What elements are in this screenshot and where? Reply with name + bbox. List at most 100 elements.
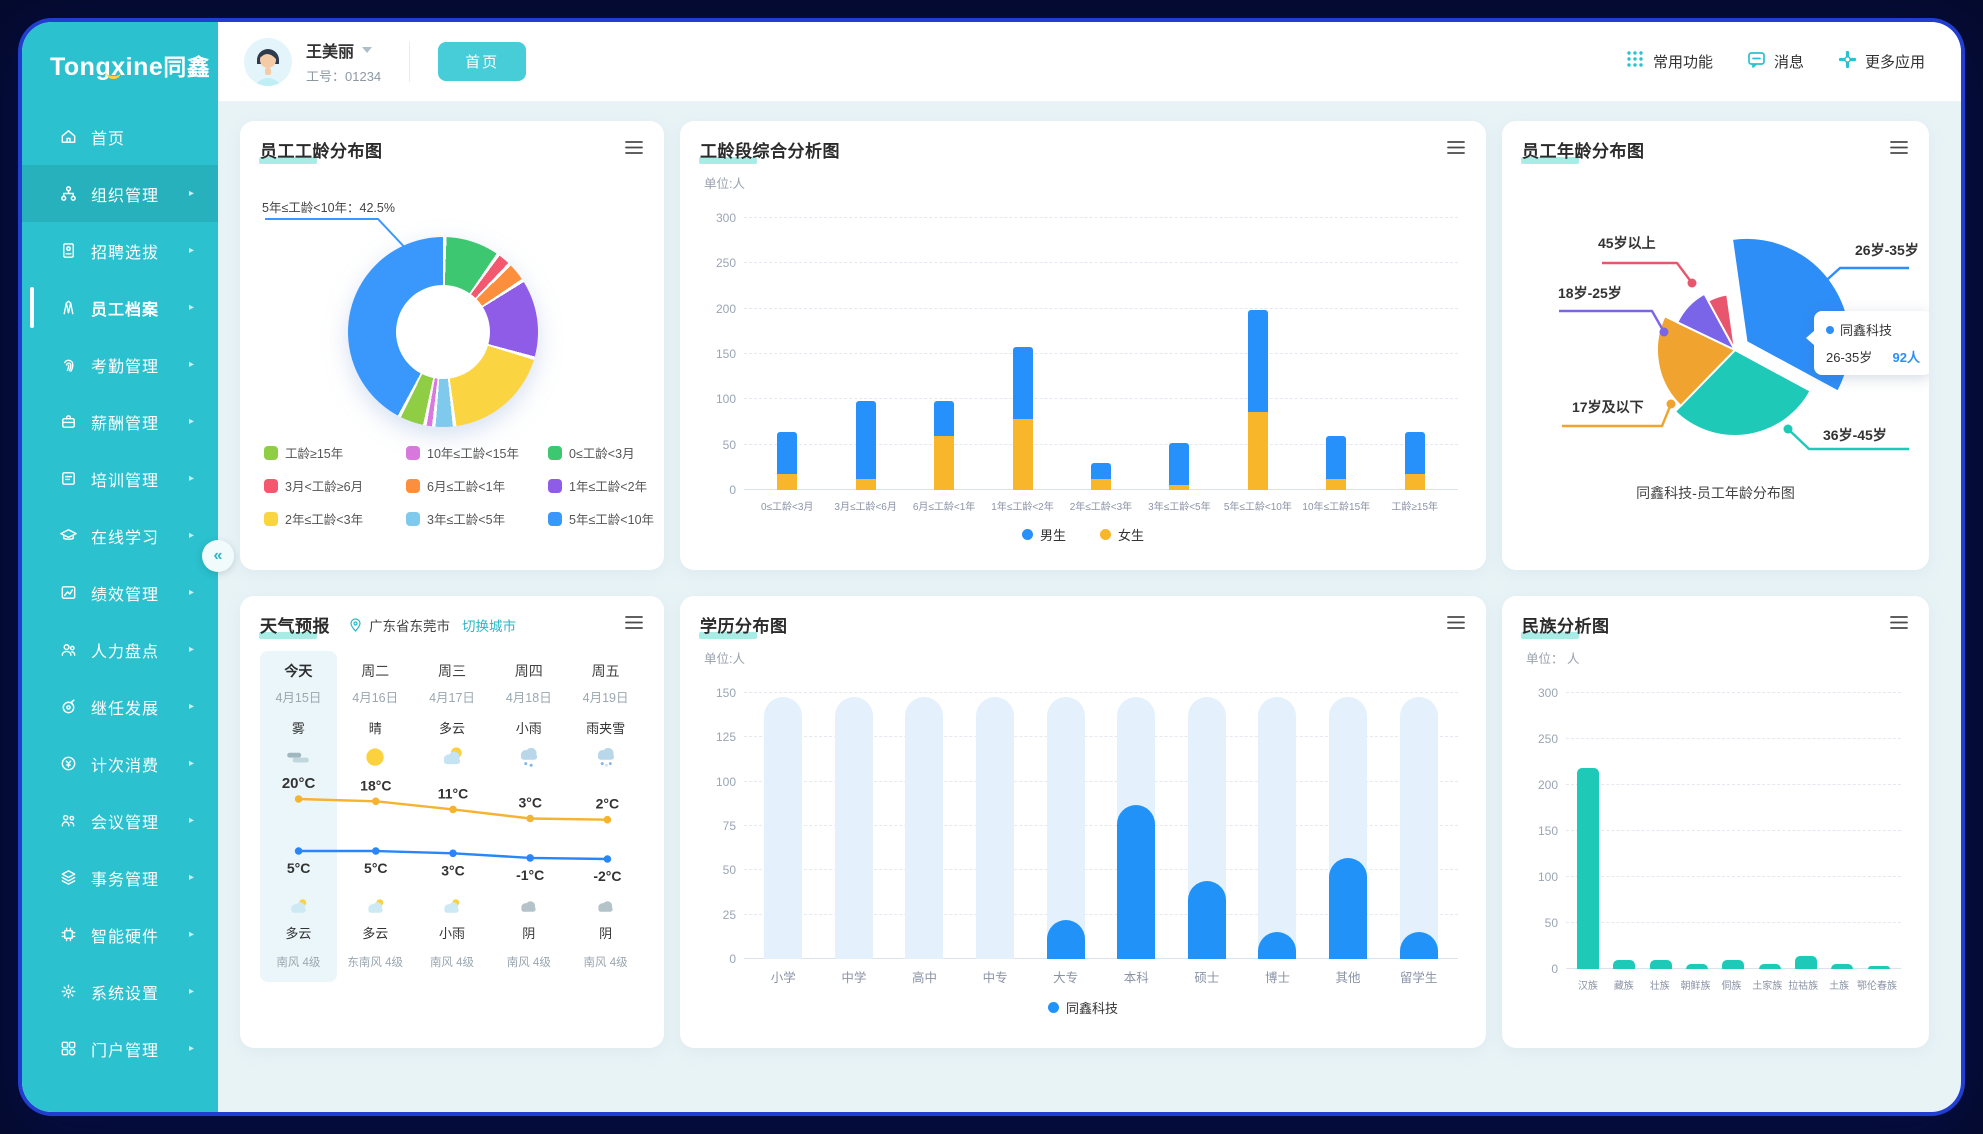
sidebar-item-portal[interactable]: 门户管理 ▸ [22, 1020, 218, 1077]
weather-date: 4月19日 [582, 691, 629, 705]
legend-item[interactable]: 2年≤工龄<3年 [264, 509, 406, 528]
legend-item[interactable]: 女生 [1100, 525, 1144, 544]
legend-item[interactable]: 男生 [1021, 525, 1066, 544]
sidebar-item-settings[interactable]: 系统设置 ▸ [22, 963, 218, 1020]
content-area: 王美丽 工号：01234 首页 常用功能 消息 更多应用 员工工龄分布图 [218, 22, 1961, 1112]
tab-home[interactable]: 首页 [438, 42, 527, 81]
card-menu-icon[interactable] [1446, 612, 1466, 638]
y-axis-tick: 150 [715, 686, 736, 700]
bar-column [1861, 693, 1897, 969]
sidebar-item-label: 在线学习 [91, 529, 160, 547]
header-actions: 常用功能 消息 更多应用 [1626, 50, 1925, 73]
bar-column [826, 218, 904, 490]
header-action-label: 消息 [1773, 54, 1804, 71]
x-axis-label: 6月≤工龄<1年 [912, 502, 976, 513]
weather-row [260, 739, 644, 773]
legend-item[interactable]: 5年≤工龄<10年 [548, 509, 654, 528]
sidebar-item-org[interactable]: 组织管理 ▸ [22, 165, 218, 222]
sidebar-collapse-button[interactable]: « [202, 540, 234, 572]
x-axis-label: 土族 [1829, 981, 1850, 992]
sidebar-item-affairs[interactable]: 事务管理 ▸ [22, 849, 218, 906]
sidebar-item-recruit[interactable]: 招聘选拔 ▸ [22, 222, 218, 279]
logo-cn-text: 同鑫 [163, 54, 211, 80]
bar-column [1824, 693, 1860, 969]
weather-night-condition: 多云 [285, 926, 312, 941]
x-axis-label: 高中 [911, 971, 937, 985]
sidebar-item-hardware[interactable]: 智能硬件 ▸ [22, 906, 218, 963]
light-rain-icon [490, 739, 567, 773]
card-menu-icon[interactable] [1889, 612, 1909, 638]
weather-row: 今天 周二 周三 周四 周五 [260, 651, 644, 683]
sidebar-item-performance[interactable]: 绩效管理 ▸ [22, 564, 218, 621]
high-temp-label: 11°C [438, 785, 469, 801]
legend-item[interactable]: 6月≤工龄<1年 [406, 476, 548, 495]
sidebar-item-home[interactable]: 首页 [22, 108, 218, 165]
weather-day: 周五 [591, 663, 620, 679]
header-action-plus[interactable]: 更多应用 [1838, 50, 1925, 73]
sidebar-item-hr-inventory[interactable]: 人力盘点 ▸ [22, 621, 218, 678]
bar-column [905, 218, 983, 490]
card-menu-icon[interactable] [624, 137, 644, 163]
high-temp-point [603, 815, 612, 824]
grid-dots-icon [1626, 50, 1645, 73]
x-axis-label: 汉族 [1577, 981, 1598, 992]
bar [777, 431, 798, 490]
pie-caption: 同鑫科技-员工年龄分布图 [1636, 485, 1795, 501]
switch-city-link[interactable]: 切换城市 [462, 618, 516, 634]
low-temp-label: -2°C [593, 868, 621, 884]
app-window: Tongxine同鑫 首页 组织管理 ▸ 招聘选拔 ▸ 员工档案 ▸ 考勤管理 ▸ 薪酬管理 ▸ 培训… [22, 22, 1961, 1112]
overcast-icon [490, 891, 567, 921]
weather-row: 多云 多云 小雨 阴 阴 [260, 921, 644, 944]
bar-column [1752, 693, 1788, 969]
sidebar-item-label: 继任发展 [91, 700, 160, 718]
header-action-message[interactable]: 消息 [1747, 50, 1804, 73]
sidebar-item-meeting[interactable]: 会议管理 ▸ [22, 792, 218, 849]
bar-column [1030, 693, 1101, 959]
chevron-right-icon: ▸ [188, 986, 194, 997]
low-temp-point [526, 854, 534, 862]
card-menu-icon[interactable] [1889, 137, 1909, 163]
card-tenure-analysis: 工龄段综合分析图 单位:人 0 50 100 150 200 250 300 0≤工龄<3月 3… [680, 121, 1486, 570]
sidebar-item-employee-file[interactable]: 员工档案 ▸ [22, 279, 218, 336]
weather-day: 周四 [514, 663, 543, 679]
legend-item[interactable]: 3月<工龄≥6月 [264, 476, 406, 495]
bar-column [1788, 693, 1824, 969]
weather-condition: 晴 [368, 721, 382, 736]
sidebar-item-attendance[interactable]: 考勤管理 ▸ [22, 336, 218, 393]
sidebar-item-online-learning[interactable]: 在线学习 ▸ [22, 507, 218, 564]
legend-item[interactable]: 同鑫科技 [1047, 998, 1118, 1017]
sidebar-item-consumption[interactable]: 计次消费 ▸ [22, 735, 218, 792]
bar [1399, 932, 1438, 959]
pie-slice [1676, 292, 1736, 351]
legend-item[interactable]: 0≤工龄<3月 [548, 443, 654, 462]
bar-column [1376, 218, 1454, 490]
bar [1326, 435, 1347, 490]
card-menu-icon[interactable] [624, 612, 644, 638]
header-action-grid-dots[interactable]: 常用功能 [1626, 50, 1713, 73]
legend-swatch [548, 511, 562, 526]
bar-column [1062, 218, 1140, 490]
legend-item[interactable]: 3年≤工龄<5年 [406, 509, 548, 528]
user-menu[interactable]: 王美丽 工号：01234 [306, 38, 381, 85]
user-avatar[interactable] [244, 37, 292, 86]
sidebar-item-training[interactable]: 培训管理 ▸ [22, 450, 218, 507]
bar-column [1606, 693, 1642, 969]
sidebar-item-salary[interactable]: 薪酬管理 ▸ [22, 393, 218, 450]
legend-swatch [264, 511, 278, 526]
weather-date: 4月16日 [352, 691, 399, 705]
bar-background [976, 696, 1015, 959]
unit-label: 单位:人 [704, 652, 745, 666]
high-temp-label: 2°C [596, 796, 620, 812]
user-id: 工号：01234 [306, 69, 382, 84]
bar-column [1643, 693, 1679, 969]
legend-item[interactable]: 1年≤工龄<2年 [548, 476, 654, 495]
legend-item[interactable]: 工龄≥15年 [264, 443, 406, 462]
card-menu-icon[interactable] [1446, 137, 1466, 163]
legend-label: 工龄≥15年 [285, 447, 344, 461]
weather-date: 4月17日 [429, 691, 475, 705]
pie-tooltip: 同鑫科技 26-35岁 92人 [1806, 311, 1929, 375]
pie-label-17-under: 17岁及以下 [1572, 399, 1644, 415]
bar-segment [1577, 768, 1600, 969]
legend-item[interactable]: 10年≤工龄<15年 [406, 443, 548, 462]
sidebar-item-succession[interactable]: 继任发展 ▸ [22, 678, 218, 735]
